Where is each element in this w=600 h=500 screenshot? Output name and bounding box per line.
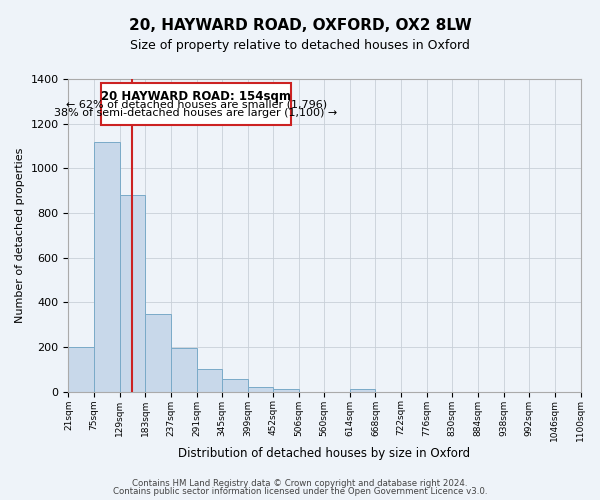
Text: ← 62% of detached houses are smaller (1,796): ← 62% of detached houses are smaller (1,… — [65, 99, 326, 109]
Bar — [248, 387, 273, 392]
Text: Contains HM Land Registry data © Crown copyright and database right 2024.: Contains HM Land Registry data © Crown c… — [132, 478, 468, 488]
Bar — [222, 380, 248, 392]
Bar — [273, 389, 299, 392]
Bar — [68, 347, 94, 392]
Text: 38% of semi-detached houses are larger (1,100) →: 38% of semi-detached houses are larger (… — [55, 108, 338, 118]
Text: 20, HAYWARD ROAD, OXFORD, OX2 8LW: 20, HAYWARD ROAD, OXFORD, OX2 8LW — [128, 18, 472, 32]
Bar — [145, 314, 171, 392]
Text: Size of property relative to detached houses in Oxford: Size of property relative to detached ho… — [130, 39, 470, 52]
X-axis label: Distribution of detached houses by size in Oxford: Distribution of detached houses by size … — [178, 447, 470, 460]
Y-axis label: Number of detached properties: Number of detached properties — [15, 148, 25, 323]
Bar — [171, 348, 197, 392]
Bar — [197, 370, 222, 392]
Text: Contains public sector information licensed under the Open Government Licence v3: Contains public sector information licen… — [113, 487, 487, 496]
Bar — [94, 142, 119, 392]
Bar — [350, 390, 376, 392]
Bar — [119, 195, 145, 392]
FancyBboxPatch shape — [101, 84, 291, 125]
Text: 20 HAYWARD ROAD: 154sqm: 20 HAYWARD ROAD: 154sqm — [101, 90, 291, 102]
